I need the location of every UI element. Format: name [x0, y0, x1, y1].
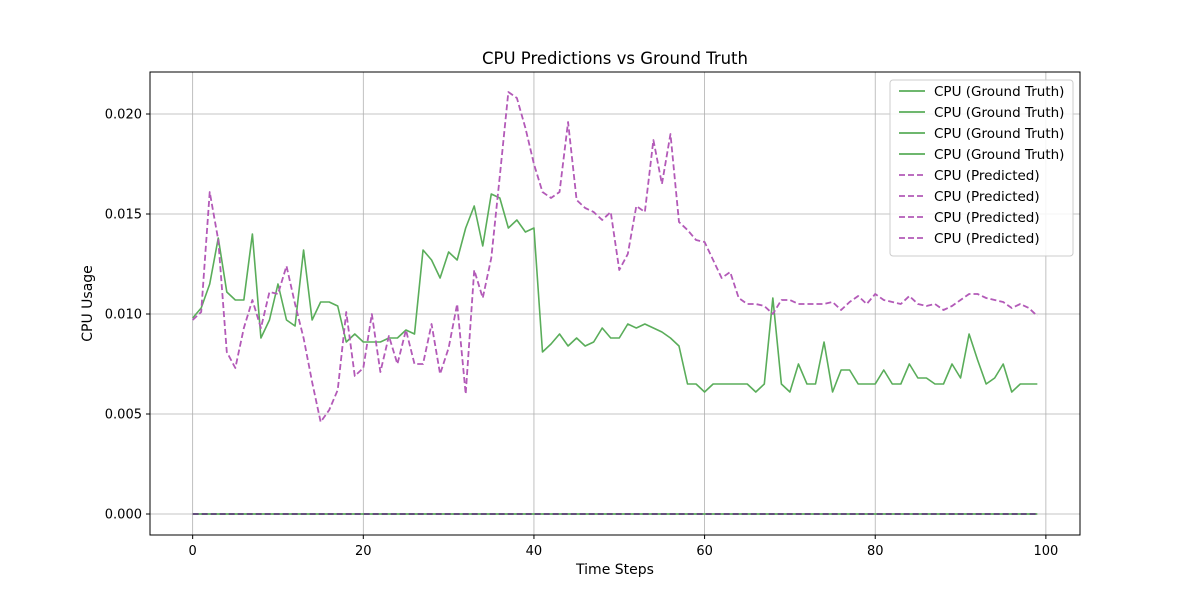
legend-entry-label: CPU (Predicted) [934, 189, 1040, 205]
legend-entry-label: CPU (Ground Truth) [934, 105, 1064, 121]
y-tick-label: 0.000 [105, 508, 142, 523]
legend-entry-label: CPU (Ground Truth) [934, 84, 1064, 100]
y-tick-label: 0.005 [105, 408, 142, 423]
plot-area-frame [149, 71, 1081, 536]
legend: CPU (Ground Truth) CPU (Ground Truth) CPU … [889, 79, 1074, 257]
series-line-predicted [192, 91, 1038, 423]
x-tick-label: 20 [355, 544, 372, 559]
legend-entry-label: CPU (Ground Truth) [934, 126, 1064, 142]
series-lines [192, 91, 1038, 515]
series-line-ground-truth [192, 193, 1038, 393]
legend-entry-label: CPU (Ground Truth) [934, 147, 1064, 163]
legend-entry-label: CPU (Predicted) [934, 210, 1040, 226]
y-tick-label: 0.020 [105, 108, 142, 123]
chart-title: CPU Predictions vs Ground Truth [482, 49, 748, 68]
x-tick-label: 60 [696, 544, 713, 559]
x-tick-label: 40 [526, 544, 543, 559]
x-tick-label: 100 [1033, 544, 1058, 559]
x-tick-label: 0 [189, 544, 197, 559]
x-axis-label: Time Steps [575, 562, 654, 578]
legend-entry-label: CPU (Predicted) [934, 168, 1040, 184]
x-axis-ticks: 0 20 40 60 80 100 [189, 535, 1058, 559]
legend-box [889, 79, 1074, 257]
y-axis-ticks: 0.000 0.005 0.010 0.015 0.020 [105, 108, 150, 523]
y-tick-label: 0.010 [105, 308, 142, 323]
legend-entry-label: CPU (Predicted) [934, 231, 1040, 247]
x-tick-label: 80 [867, 544, 884, 559]
y-tick-label: 0.015 [105, 208, 142, 223]
y-axis-label: CPU Usage [80, 265, 96, 342]
